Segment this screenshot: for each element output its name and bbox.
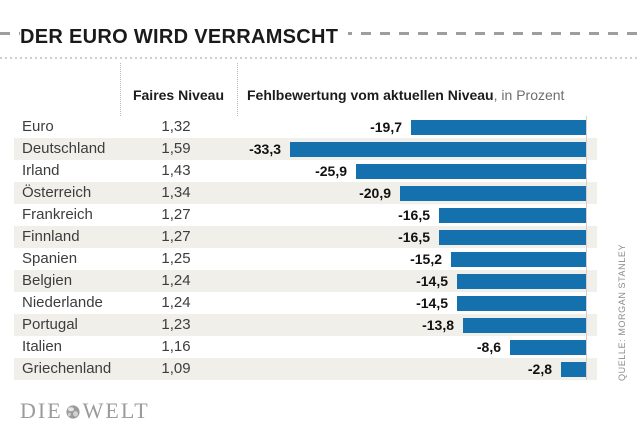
table-row: Deutschland 1,59 -33,3 — [14, 138, 597, 160]
row-country-label: Frankreich — [22, 206, 93, 223]
row-bar — [356, 164, 586, 179]
column-header-misvaluation-unit: , in Prozent — [493, 87, 565, 103]
table-row: Frankreich 1,27 -16,5 — [14, 204, 597, 226]
row-country-label: Spanien — [22, 250, 78, 267]
row-bar — [411, 120, 586, 135]
row-bar — [457, 274, 586, 289]
column-header-misvaluation: Fehlbewertung vom aktuellen Niveau, in P… — [247, 87, 564, 103]
row-country-label: Deutschland — [22, 140, 106, 157]
row-bar — [561, 362, 586, 377]
row-country-label: Portugal — [22, 316, 78, 333]
row-country-label: Euro — [22, 118, 54, 135]
row-bar-value-label: -19,7 — [370, 119, 402, 135]
row-bar-value-label: -14,5 — [416, 295, 448, 311]
header-dotted-divider — [0, 57, 640, 59]
column-header-fair-level: Faires Niveau — [132, 87, 225, 103]
table-rows: Euro 1,32 -19,7 Deutschland 1,59 -33,3 I… — [14, 116, 597, 380]
table-row: Österreich 1,34 -20,9 — [14, 182, 597, 204]
row-bar — [451, 252, 586, 267]
globe-icon — [66, 399, 80, 425]
row-bar-value-label: -8,6 — [476, 339, 501, 355]
row-bar — [463, 318, 586, 333]
table-row: Spanien 1,25 -15,2 — [14, 248, 597, 270]
row-bar-value-label: -15,2 — [410, 251, 442, 267]
row-bar-value-label: -20,9 — [359, 185, 391, 201]
zero-axis-line — [586, 116, 587, 380]
table-row: Finnland 1,27 -16,5 — [14, 226, 597, 248]
row-bar — [439, 230, 586, 245]
row-bar-value-label: -2,8 — [527, 361, 552, 377]
row-bar — [439, 208, 586, 223]
row-fair-value: 1,27 — [161, 228, 191, 245]
table-row: Belgien 1,24 -14,5 — [14, 270, 597, 292]
chart-title: DER EURO WIRD VERRAMSCHT — [20, 26, 349, 51]
column-header-misvaluation-bold: Fehlbewertung vom aktuellen Niveau — [247, 87, 494, 103]
row-bar — [400, 186, 586, 201]
row-country-label: Griechenland — [22, 360, 112, 377]
row-bar-value-label: -25,9 — [315, 163, 347, 179]
row-fair-value: 1,25 — [161, 250, 191, 267]
row-bar — [510, 340, 586, 355]
row-fair-value: 1,09 — [161, 360, 191, 377]
row-bar-value-label: -16,5 — [398, 207, 430, 223]
row-fair-value: 1,24 — [161, 294, 191, 311]
table-row: Italien 1,16 -8,6 — [14, 336, 597, 358]
row-bar-value-label: -16,5 — [398, 229, 430, 245]
row-country-label: Finnland — [22, 228, 80, 245]
die-welt-logo: DIE WELT — [20, 397, 150, 425]
row-fair-value: 1,16 — [161, 338, 191, 355]
table-row: Euro 1,32 -19,7 — [14, 116, 597, 138]
row-fair-value: 1,32 — [161, 118, 191, 135]
table-row: Niederlande 1,24 -14,5 — [14, 292, 597, 314]
row-country-label: Belgien — [22, 272, 73, 289]
table-row: Portugal 1,23 -13,8 — [14, 314, 597, 336]
row-fair-value: 1,23 — [161, 316, 191, 333]
row-bar — [290, 142, 586, 157]
logo-text-welt: WELT — [82, 398, 150, 423]
row-bar-value-label: -14,5 — [416, 273, 448, 289]
table-row: Irland 1,43 -25,9 — [14, 160, 597, 182]
row-fair-value: 1,34 — [161, 184, 191, 201]
row-fair-value: 1,27 — [161, 206, 191, 223]
row-fair-value: 1,43 — [161, 162, 191, 179]
row-fair-value: 1,59 — [161, 140, 191, 157]
row-bar-value-label: -13,8 — [422, 317, 454, 333]
row-bar-value-label: -33,3 — [249, 141, 281, 157]
row-fair-value: 1,24 — [161, 272, 191, 289]
row-country-label: Irland — [22, 162, 60, 179]
row-bar — [457, 296, 586, 311]
row-country-label: Niederlande — [22, 294, 103, 311]
row-country-label: Österreich — [22, 184, 92, 201]
table-row: Griechenland 1,09 -2,8 — [14, 358, 597, 380]
source-credit: QUELLE: MORGAN STANLEY — [617, 243, 627, 381]
row-country-label: Italien — [22, 338, 63, 355]
logo-text-die: DIE — [20, 398, 63, 423]
